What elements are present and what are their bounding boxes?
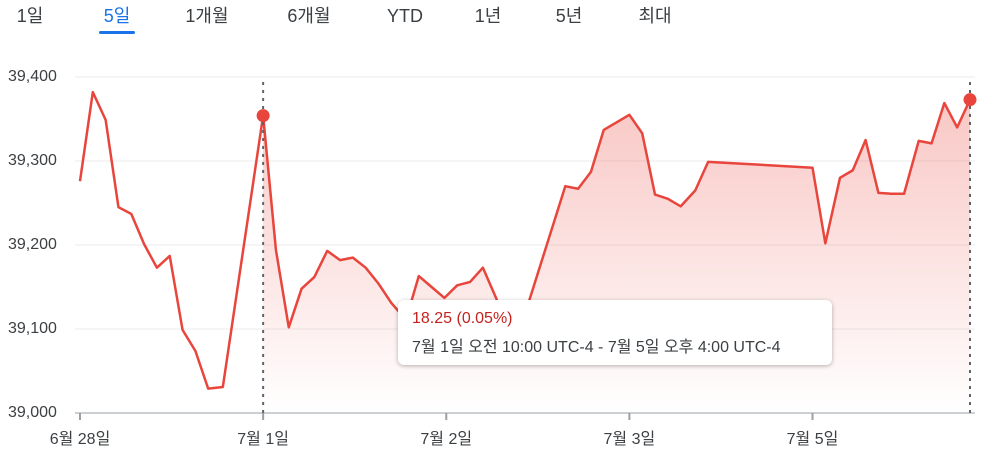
tab-underline	[99, 31, 135, 34]
y-tick-label: 39,200	[8, 236, 57, 253]
x-tick-label: 7월 1일	[237, 430, 289, 448]
price-line	[78, 90, 972, 390]
tab[interactable]: 1일	[17, 6, 44, 26]
x-tick-label: 7월 3일	[604, 430, 656, 448]
x-tick-label: 7월 5일	[787, 430, 839, 448]
y-tick-label: 39,400	[8, 68, 57, 85]
y-tick-label: 39,000	[8, 404, 57, 421]
selection-point	[963, 93, 977, 107]
tab[interactable]: 1년	[475, 6, 502, 26]
x-tick-label: 6월 28일	[50, 430, 111, 448]
tab[interactable]: 5년	[556, 6, 583, 26]
y-tick-label: 39,300	[8, 152, 57, 169]
selection-point	[256, 109, 270, 123]
tab[interactable]: YTD	[387, 6, 423, 26]
tooltip-change: 18.25 (0.05%)	[412, 310, 513, 327]
x-tick-label: 7월 2일	[420, 430, 472, 448]
tab[interactable]: 1개월	[185, 6, 228, 26]
tooltip-range: 7월 1일 오전 10:00 UTC-4 - 7월 5일 오후 4:00 UTC…	[412, 339, 781, 356]
tab[interactable]: 6개월	[287, 6, 330, 26]
tooltip: 18.25 (0.05%) 7월 1일 오전 10:00 UTC-4 - 7월 …	[398, 300, 832, 365]
tab[interactable]: 최대	[638, 6, 671, 26]
y-tick-label: 39,100	[8, 320, 57, 337]
tab[interactable]: 5일	[104, 6, 131, 26]
